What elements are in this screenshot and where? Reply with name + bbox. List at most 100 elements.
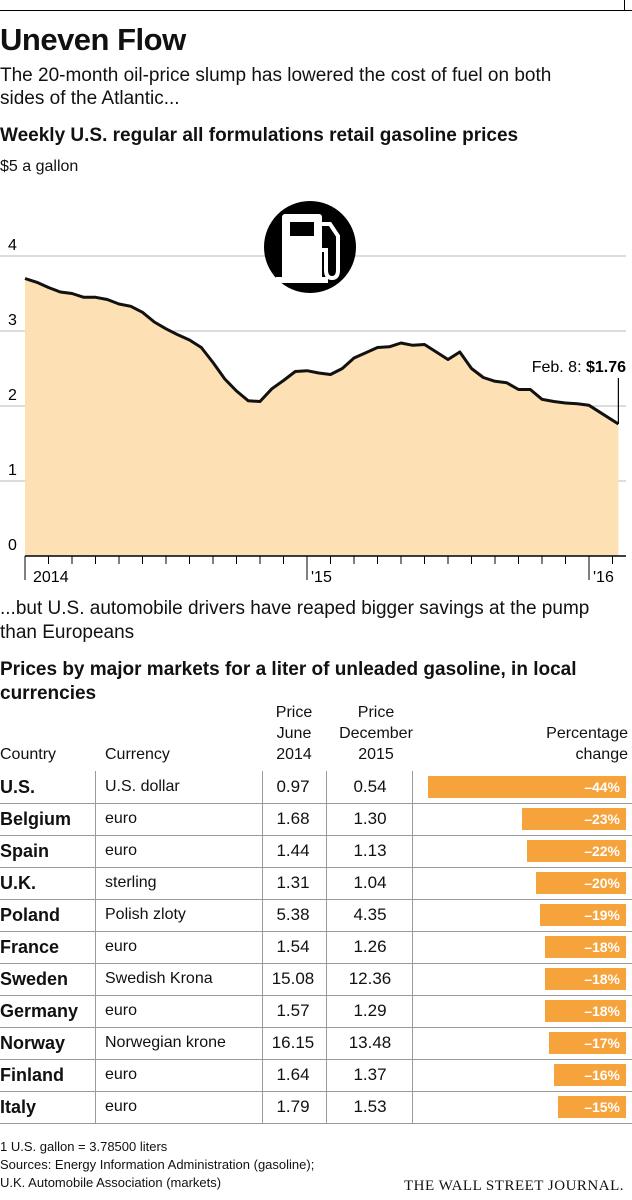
country-cell: U.K. (0, 873, 36, 893)
column-divider (95, 931, 96, 963)
table-row: Belgium euro 1.68 1.30 –23% (0, 803, 632, 836)
currency-cell: U.S. dollar (105, 778, 180, 795)
column-divider (412, 1027, 413, 1059)
change-label: –15% (584, 1099, 620, 1115)
change-bar: –18% (545, 936, 626, 958)
price-june-2014-cell: 1.68 (276, 809, 310, 828)
price-june-2014-cell: 1.31 (276, 873, 310, 892)
country-cell: Poland (0, 905, 61, 925)
column-divider (326, 867, 327, 899)
country-cell: U.S. (0, 777, 36, 797)
currency-cell: euro (105, 810, 138, 827)
annotation-value: $1.76 (586, 359, 626, 376)
table-row: U.K. sterling 1.31 1.04 –20% (0, 867, 632, 900)
header-percentage-change: Percentage change (546, 725, 628, 763)
price-december-2015-cell: 1.26 (353, 937, 387, 956)
column-divider (412, 771, 413, 803)
table-row: Sweden Swedish Krona 15.08 12.36 –18% (0, 963, 632, 996)
subhead: The 20-month oil-price slump has lowered… (0, 65, 552, 109)
currency-cell: euro (105, 938, 138, 955)
price-december-2015-cell: 1.04 (353, 873, 387, 892)
price-december-2015-cell: 13.48 (348, 1033, 392, 1052)
column-divider (95, 803, 96, 835)
column-divider (326, 1091, 327, 1123)
column-divider (412, 931, 413, 963)
price-december-2015-cell: 12.36 (348, 969, 392, 988)
change-bar: –15% (558, 1096, 626, 1118)
currency-cell: sterling (105, 874, 157, 891)
price-area (25, 278, 619, 556)
column-divider (262, 803, 263, 835)
x-tick-label: '16 (593, 569, 614, 586)
change-label: –18% (584, 939, 620, 955)
column-divider (326, 931, 327, 963)
y-tick-label: 3 (8, 312, 17, 329)
change-bar: –18% (545, 968, 626, 990)
column-divider (412, 835, 413, 867)
change-bar: –23% (522, 808, 626, 830)
column-divider (326, 899, 327, 931)
change-bar: –19% (540, 904, 626, 926)
price-june-2014-cell: 5.38 (276, 905, 310, 924)
header-currency: Currency (105, 746, 170, 763)
change-label: –44% (584, 779, 620, 795)
x-tick-label: '15 (311, 569, 332, 586)
column-divider (326, 835, 327, 867)
top-rule-tick (624, 0, 625, 10)
column-divider (95, 835, 96, 867)
column-divider (95, 1091, 96, 1123)
column-divider (326, 1027, 327, 1059)
column-divider (412, 1091, 413, 1123)
change-bar: –44% (428, 776, 626, 798)
change-bar: –22% (527, 840, 626, 862)
country-cell: Belgium (0, 809, 72, 829)
table-row: Italy euro 1.79 1.53 –15% (0, 1091, 632, 1124)
fuel-pump-icon (264, 201, 356, 293)
price-june-2014-cell: 1.57 (276, 1001, 310, 1020)
column-divider (95, 1059, 96, 1091)
y-tick-label: 1 (8, 462, 17, 479)
country-cell: France (0, 937, 60, 957)
x-tick-label: 2014 (33, 569, 69, 586)
change-label: –18% (584, 1003, 620, 1019)
annotation-prefix: Feb. 8: (532, 359, 586, 376)
annotation-label: Feb. 8: $1.76 (532, 359, 626, 376)
price-june-2014-cell: 16.15 (271, 1033, 315, 1052)
footnote-conversion: 1 U.S. gallon = 3.78500 liters (0, 1139, 168, 1154)
currency-cell: euro (105, 842, 138, 859)
price-june-2014-cell: 1.54 (276, 937, 310, 956)
column-divider (262, 1059, 263, 1091)
currency-cell: Norwegian krone (105, 1034, 226, 1051)
change-label: –23% (584, 811, 620, 827)
gas-price-chart: 0 1 2 3 4 2014 '15 '16 Feb. 8: $1.76 (0, 201, 626, 586)
table-row: Spain euro 1.44 1.13 –22% (0, 835, 632, 868)
country-cell: Norway (0, 1033, 66, 1053)
column-divider (262, 963, 263, 995)
price-line (24, 277, 620, 426)
table-row: Germany euro 1.57 1.29 –18% (0, 995, 632, 1028)
country-cell: Finland (0, 1065, 64, 1085)
currency-cell: euro (105, 1066, 138, 1083)
column-divider (412, 1059, 413, 1091)
currency-cell: Polish zloty (105, 906, 186, 923)
column-divider (412, 899, 413, 931)
change-label: –16% (584, 1067, 620, 1083)
table-row: Norway Norwegian krone 16.15 13.48 –17% (0, 1027, 632, 1060)
column-divider (262, 1027, 263, 1059)
currency-cell: euro (105, 1002, 138, 1019)
currency-cell: euro (105, 1098, 138, 1115)
change-label: –19% (584, 907, 620, 923)
change-label: –22% (584, 843, 620, 859)
price-june-2014-cell: 1.79 (276, 1097, 310, 1116)
change-label: –17% (584, 1035, 620, 1051)
section-intro: ...but U.S. automobile drivers have reap… (0, 598, 590, 643)
column-divider (95, 899, 96, 931)
column-divider (326, 803, 327, 835)
column-divider (326, 995, 327, 1027)
change-bar: –20% (536, 872, 626, 894)
change-label: –18% (584, 971, 620, 987)
column-divider (326, 963, 327, 995)
price-june-2014-cell: 1.44 (276, 841, 310, 860)
price-june-2014-cell: 0.97 (276, 777, 310, 796)
y-tick-label: 2 (8, 387, 17, 404)
